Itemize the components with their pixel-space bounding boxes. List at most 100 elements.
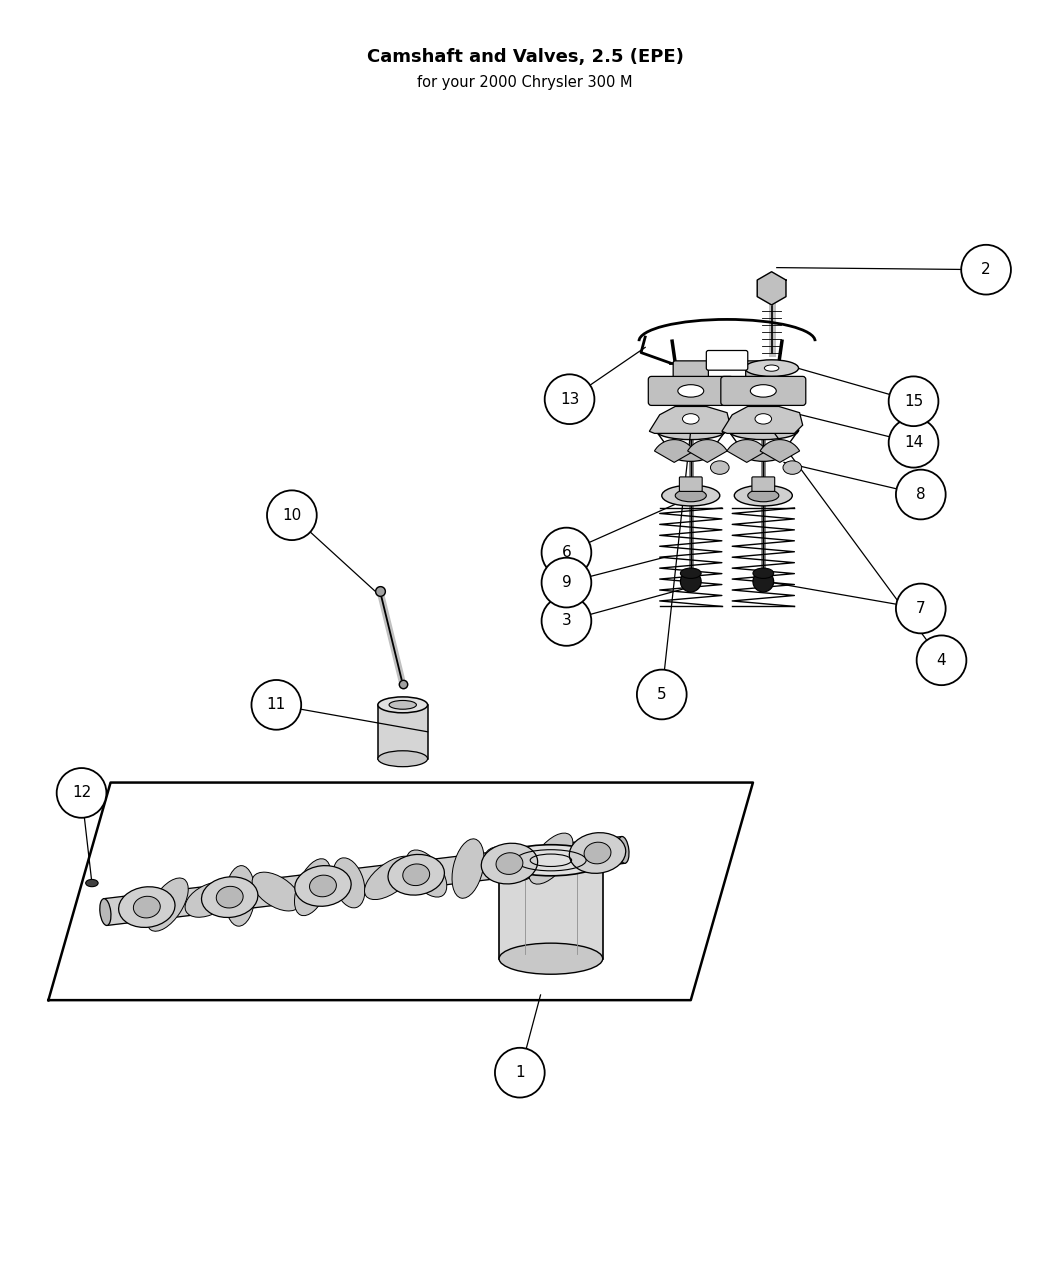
Circle shape: [495, 1048, 545, 1098]
Circle shape: [961, 245, 1011, 295]
Circle shape: [545, 375, 594, 425]
Text: 5: 5: [657, 687, 667, 703]
Ellipse shape: [225, 866, 255, 926]
FancyBboxPatch shape: [679, 477, 702, 491]
Text: 12: 12: [71, 785, 91, 801]
Ellipse shape: [86, 880, 98, 886]
FancyBboxPatch shape: [648, 376, 733, 405]
Ellipse shape: [452, 839, 484, 899]
Ellipse shape: [747, 451, 780, 462]
Circle shape: [637, 669, 687, 719]
Circle shape: [542, 528, 591, 578]
Text: 9: 9: [562, 575, 571, 590]
Ellipse shape: [655, 421, 726, 440]
Ellipse shape: [728, 421, 799, 440]
Ellipse shape: [333, 858, 365, 908]
Ellipse shape: [406, 850, 446, 898]
Ellipse shape: [680, 571, 701, 592]
Text: 4: 4: [937, 653, 946, 668]
Ellipse shape: [133, 896, 161, 918]
Ellipse shape: [100, 899, 111, 926]
Ellipse shape: [403, 864, 429, 886]
Text: 2: 2: [982, 263, 991, 277]
Text: 10: 10: [282, 507, 301, 523]
Polygon shape: [48, 783, 753, 1000]
FancyBboxPatch shape: [746, 361, 781, 380]
Circle shape: [896, 469, 946, 519]
FancyBboxPatch shape: [673, 361, 709, 380]
Ellipse shape: [783, 460, 801, 474]
Text: 8: 8: [916, 487, 926, 502]
Ellipse shape: [185, 882, 233, 917]
Text: 15: 15: [904, 394, 923, 409]
Ellipse shape: [674, 451, 708, 462]
Ellipse shape: [310, 875, 336, 896]
Ellipse shape: [364, 857, 416, 900]
Ellipse shape: [744, 360, 799, 376]
Ellipse shape: [753, 571, 774, 592]
Polygon shape: [757, 272, 786, 305]
Circle shape: [542, 557, 591, 607]
Circle shape: [251, 680, 301, 729]
Circle shape: [917, 635, 966, 685]
Text: Camshaft and Valves, 2.5 (EPE): Camshaft and Valves, 2.5 (EPE): [366, 48, 684, 66]
Ellipse shape: [378, 751, 427, 766]
Ellipse shape: [678, 385, 704, 397]
Ellipse shape: [295, 866, 351, 907]
Text: 11: 11: [267, 697, 286, 713]
Ellipse shape: [216, 886, 244, 908]
Ellipse shape: [680, 569, 701, 579]
Ellipse shape: [294, 859, 331, 915]
Circle shape: [888, 418, 939, 468]
Polygon shape: [721, 407, 802, 434]
Ellipse shape: [388, 854, 444, 895]
Circle shape: [896, 584, 946, 634]
Ellipse shape: [499, 845, 603, 876]
FancyBboxPatch shape: [707, 351, 748, 370]
Ellipse shape: [751, 385, 776, 397]
Wedge shape: [688, 440, 727, 463]
Circle shape: [267, 491, 317, 541]
Ellipse shape: [496, 853, 523, 875]
Wedge shape: [727, 440, 766, 463]
Ellipse shape: [252, 872, 300, 910]
Polygon shape: [649, 407, 730, 434]
Ellipse shape: [499, 944, 603, 974]
Ellipse shape: [202, 877, 258, 918]
Ellipse shape: [748, 490, 779, 502]
Text: 6: 6: [562, 544, 571, 560]
Ellipse shape: [617, 836, 629, 863]
Circle shape: [888, 376, 939, 426]
Polygon shape: [104, 836, 625, 926]
Ellipse shape: [390, 700, 417, 709]
Ellipse shape: [753, 569, 774, 579]
FancyBboxPatch shape: [720, 376, 805, 405]
Text: 7: 7: [916, 601, 926, 616]
Text: 13: 13: [560, 391, 580, 407]
Text: 3: 3: [562, 613, 571, 629]
Ellipse shape: [147, 878, 188, 931]
Ellipse shape: [764, 365, 779, 371]
Ellipse shape: [529, 833, 573, 884]
Ellipse shape: [755, 413, 772, 425]
Wedge shape: [760, 440, 800, 463]
Ellipse shape: [481, 843, 538, 884]
Ellipse shape: [119, 886, 175, 927]
Ellipse shape: [378, 697, 427, 713]
Circle shape: [542, 595, 591, 646]
Ellipse shape: [485, 847, 533, 881]
Wedge shape: [654, 440, 694, 463]
Circle shape: [57, 768, 106, 817]
FancyBboxPatch shape: [752, 477, 775, 491]
Ellipse shape: [662, 486, 720, 506]
Ellipse shape: [682, 413, 699, 425]
Ellipse shape: [675, 490, 707, 502]
Ellipse shape: [569, 833, 626, 873]
Bar: [378, 705, 427, 759]
Text: for your 2000 Chrysler 300 M: for your 2000 Chrysler 300 M: [417, 75, 633, 91]
Ellipse shape: [734, 486, 793, 506]
Bar: [499, 861, 603, 959]
Text: 1: 1: [514, 1065, 525, 1080]
Text: 14: 14: [904, 435, 923, 450]
Ellipse shape: [584, 843, 611, 864]
